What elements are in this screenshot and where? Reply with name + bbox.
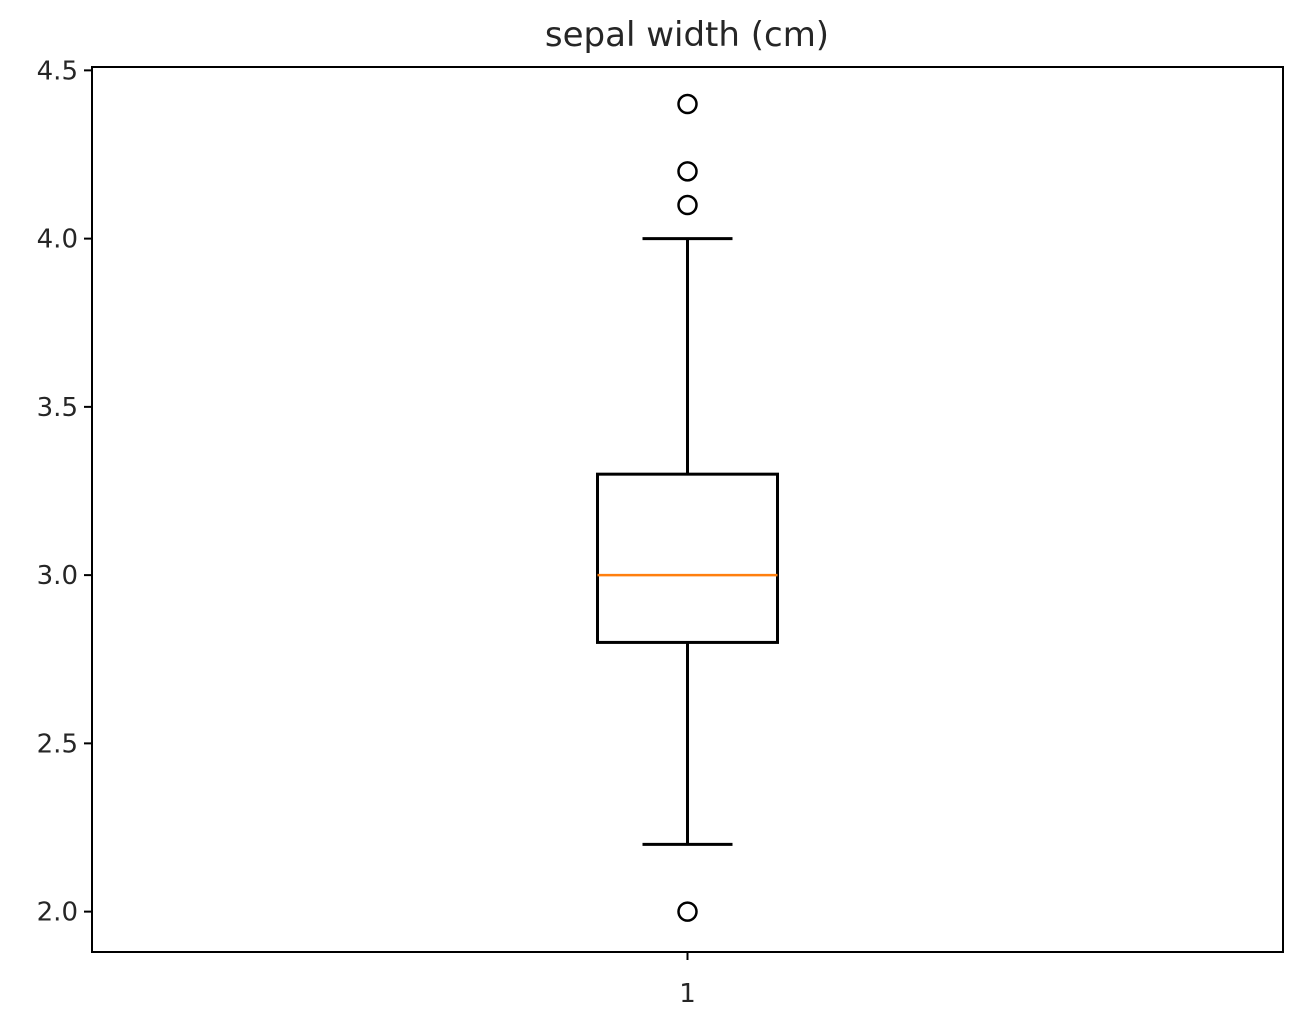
x-tick-label: 1 — [679, 979, 696, 1009]
outlier-point — [677, 194, 698, 216]
x-axis-ticks: 1 — [679, 952, 696, 1009]
box-series — [596, 237, 779, 846]
y-tick-label: 4.5 — [37, 56, 78, 86]
y-axis-ticks: 2.0 2.5 3.0 3.5 4.0 4.5 — [37, 56, 92, 928]
y-tick-label: 4.0 — [37, 225, 78, 255]
outlier-point — [677, 93, 698, 115]
y-tick-label: 3.5 — [37, 393, 78, 423]
y-tick-label: 2.0 — [37, 898, 78, 928]
outlier-point — [677, 901, 698, 922]
y-tick-label: 3.0 — [37, 561, 78, 591]
outlier-series — [677, 93, 698, 922]
outlier-point — [677, 161, 698, 182]
chart-title: sepal width (cm) — [545, 15, 829, 55]
iqr-box — [596, 472, 779, 644]
y-tick-label: 2.5 — [37, 729, 78, 759]
